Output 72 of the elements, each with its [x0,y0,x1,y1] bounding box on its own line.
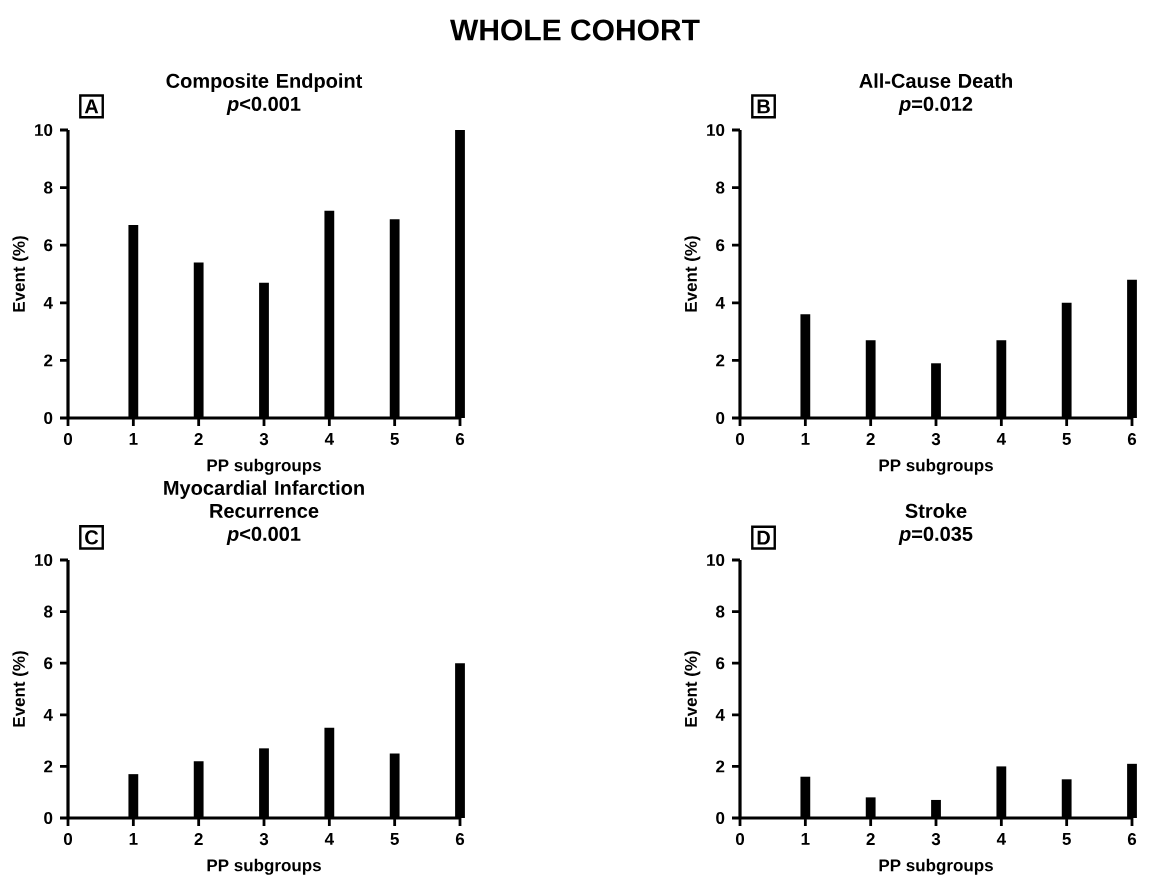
y-tick-label: 0 [716,812,725,825]
y-axis-title: Event (%) [12,236,29,312]
x-tick-label: 4 [324,433,334,445]
y-axis-title: Event (%) [12,651,29,727]
x-tick-label: 0 [735,433,745,446]
y-tick-label: 0 [44,812,53,825]
y-tick-label: 8 [716,605,725,618]
chart-subtitle: p<0.001 [226,96,301,115]
x-axis-title: PP subgroups [207,858,321,875]
x-tick-label: 6 [455,833,465,846]
y-tick-label: 6 [716,657,725,670]
x-tick-label: 4 [996,433,1006,445]
y-tick-label: 8 [716,181,725,194]
y-tick-label: 4 [43,708,53,721]
x-tick-label: 2 [866,433,875,445]
x-tick-label: 3 [259,433,269,446]
y-tick-label: 6 [44,239,53,252]
chart-title: All-Cause Death [859,73,1012,88]
y-tick-label: 2 [716,354,725,367]
y-tick-label: 10 [35,554,53,567]
y-axis-title: Event (%) [684,651,701,727]
y-axis-title: Event (%) [684,236,701,312]
y-tick-label: 2 [44,354,53,367]
x-tick-label: 5 [390,433,399,445]
text: B [757,99,770,114]
text: WHOLE COHORT [450,19,700,41]
x-tick-label: 5 [1062,833,1071,845]
y-tick-label: 6 [716,239,725,252]
chart-subtitle: p=0.012 [898,96,973,115]
x-tick-label: 3 [931,833,941,846]
y-tick-label: 0 [44,412,53,425]
y-tick-label: 4 [715,296,725,309]
x-tick-label: 3 [259,833,269,846]
x-tick-label: 0 [63,433,73,446]
text: C [85,530,99,545]
x-tick-label: 2 [194,833,203,845]
x-tick-label: 5 [1062,433,1071,445]
y-tick-label: 2 [716,760,725,773]
text: A [84,99,99,114]
x-tick-label: 0 [63,833,73,846]
x-tick-label: 4 [996,833,1006,845]
chart-subtitle: p<0.001 [226,526,301,545]
y-tick-label: 8 [44,605,53,618]
chart-title: Stroke [905,503,967,518]
y-tick-label: 10 [35,124,53,137]
x-axis-title: PP subgroups [879,458,993,475]
x-tick-label: 6 [1127,833,1137,846]
x-tick-label: 1 [801,433,810,445]
y-tick-label: 0 [716,412,725,425]
x-tick-label: 1 [129,433,138,445]
x-tick-label: 6 [1127,433,1137,446]
chart-subtitle: p=0.035 [898,526,973,545]
y-tick-label: 4 [43,296,53,309]
x-tick-label: 1 [801,833,810,845]
text: D [757,530,770,545]
y-tick-label: 4 [715,708,725,721]
x-tick-label: 2 [194,433,203,445]
y-tick-label: 10 [707,554,725,567]
y-tick-label: 10 [707,124,725,137]
y-tick-label: 2 [44,760,53,773]
x-tick-label: 4 [324,833,334,845]
x-tick-label: 1 [129,833,138,845]
y-tick-label: 8 [44,181,53,194]
x-tick-label: 2 [866,833,875,845]
x-tick-label: 0 [735,833,745,846]
y-tick-label: 6 [44,657,53,670]
x-tick-label: 3 [931,433,941,446]
x-tick-label: 5 [390,833,399,845]
x-axis-title: PP subgroups [879,858,993,875]
x-axis-title: PP subgroups [207,458,321,475]
chart-title: Composite Endpoint [166,73,363,92]
x-tick-label: 6 [455,433,465,446]
